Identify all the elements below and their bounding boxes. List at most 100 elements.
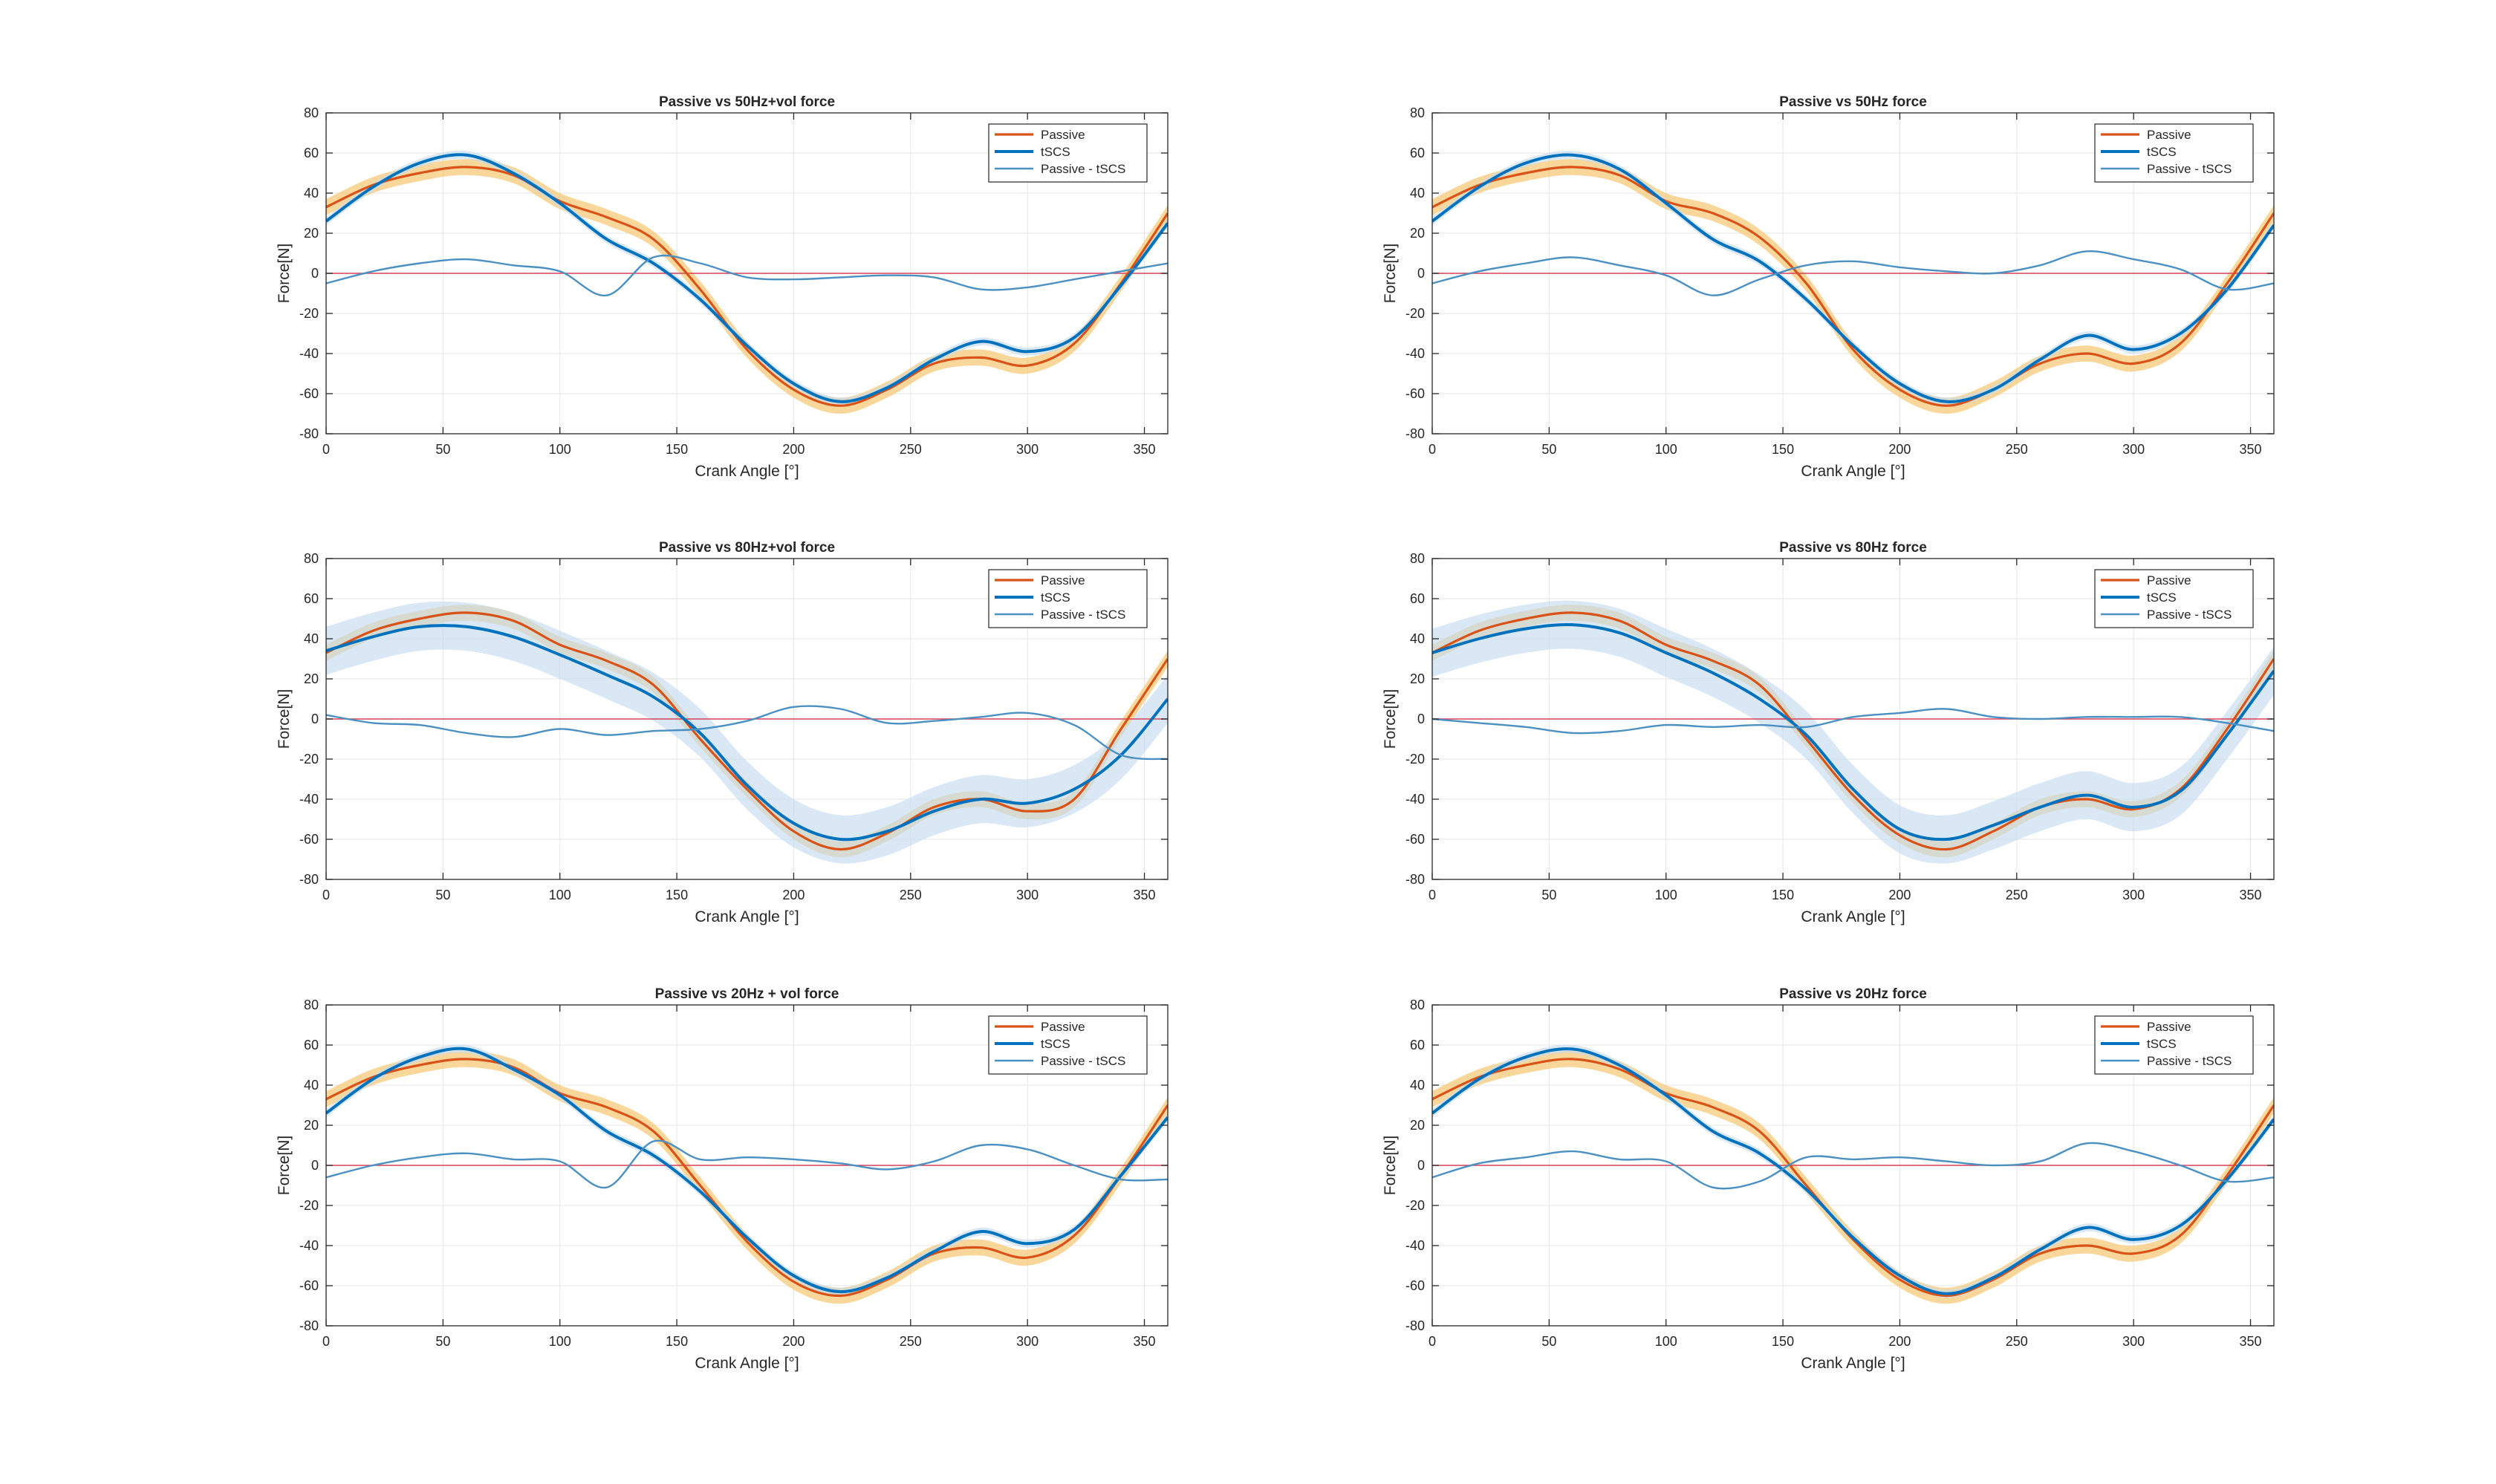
y-axis-label: Force[N] — [276, 1136, 293, 1196]
x-tick-label: 200 — [1888, 888, 1911, 902]
y-tick-label: -40 — [1405, 1238, 1425, 1253]
y-tick-label: -40 — [1405, 346, 1425, 361]
chart-title: Passive vs 80Hz+vol force — [659, 540, 835, 556]
x-tick-label: 300 — [1016, 1334, 1039, 1349]
series-line — [326, 705, 1168, 761]
legend-entry: Passive — [1041, 1020, 1085, 1034]
y-tick-label: 40 — [1410, 631, 1425, 646]
x-tick-label: 250 — [2006, 1334, 2028, 1349]
x-tick-label: 50 — [435, 442, 450, 457]
series-band — [1432, 1050, 2274, 1304]
x-tick-label: 150 — [1772, 888, 1794, 902]
legend-entry: tSCS — [2147, 590, 2177, 605]
x-tick-label: 50 — [435, 1334, 450, 1349]
y-tick-label: 60 — [304, 1038, 319, 1052]
plot-content — [326, 150, 1168, 414]
x-tick-label: 50 — [1541, 1334, 1556, 1349]
y-tick-label: 80 — [304, 105, 319, 120]
x-tick-label: 100 — [549, 1334, 571, 1349]
legend-entry: tSCS — [1041, 590, 1070, 605]
x-tick-label: 150 — [1772, 442, 1794, 457]
chart-title: Passive vs 50Hz+vol force — [659, 94, 835, 110]
plot-content — [1432, 151, 2274, 414]
plot-content — [1432, 1044, 2274, 1304]
x-tick-label: 250 — [900, 1334, 922, 1349]
x-tick-label: 0 — [1429, 442, 1436, 457]
y-tick-label: -20 — [1405, 752, 1425, 767]
legend-entry: Passive - tSCS — [1041, 608, 1125, 622]
y-tick-label: -60 — [299, 386, 319, 401]
plot-content — [326, 601, 1168, 864]
x-tick-label: 100 — [549, 442, 571, 457]
series-line — [1432, 166, 2274, 407]
legend: Passive tSCS Passive - tSCS — [988, 1015, 1148, 1075]
chart-panel: 0 50 100 150 200 250 300 350 -80 -60 -40 -20 0 20 40 60… — [1382, 94, 2275, 480]
x-axis-label: Crank Angle [°] — [695, 1355, 799, 1372]
y-tick-label: -20 — [1405, 1198, 1425, 1213]
x-tick-label: 150 — [1772, 1334, 1794, 1349]
x-tick-label: 150 — [666, 442, 688, 457]
y-tick-label: -80 — [1405, 872, 1425, 887]
x-tick-label: 0 — [322, 888, 330, 902]
y-tick-label: 80 — [1410, 551, 1425, 566]
y-tick-label: 20 — [304, 671, 319, 686]
legend-entry: Passive - tSCS — [2147, 1054, 2232, 1068]
x-tick-label: 250 — [900, 442, 922, 457]
x-tick-label: 100 — [1655, 442, 1677, 457]
x-axis-label: Crank Angle [°] — [1801, 1355, 1905, 1372]
y-tick-label: -60 — [299, 1278, 319, 1293]
legend-entry: Passive — [1041, 128, 1085, 142]
plot-content — [1432, 600, 2274, 864]
chart-title: Passive vs 80Hz force — [1779, 540, 1927, 556]
series-line — [326, 1047, 1168, 1294]
y-tick-label: -20 — [1405, 306, 1425, 321]
y-tick-label: 20 — [1410, 671, 1425, 686]
y-tick-label: -40 — [299, 1238, 319, 1253]
legend: Passive tSCS Passive - tSCS — [2094, 123, 2254, 183]
series-line — [326, 1139, 1168, 1189]
series-line — [1432, 708, 2274, 735]
y-tick-label: 0 — [311, 1158, 319, 1173]
y-tick-label: 0 — [311, 712, 319, 726]
x-tick-label: 350 — [1134, 1334, 1156, 1349]
series-line — [326, 254, 1168, 296]
y-axis-label: Force[N] — [1382, 1136, 1399, 1196]
y-tick-label: -80 — [299, 426, 319, 441]
series-line — [326, 624, 1168, 842]
chart-panel: 0 50 100 150 200 250 300 350 -80 -60 -40 -20 0 20 40 60… — [1382, 540, 2275, 925]
y-tick-label: -80 — [299, 872, 319, 887]
chart-panel: 0 50 100 150 200 250 300 350 -80 -60 -40 -20 0 20 40 60… — [276, 986, 1169, 1372]
x-tick-label: 100 — [1655, 1334, 1677, 1349]
chart-panel: 0 50 100 150 200 250 300 350 -80 -60 -40 -20 0 20 40 60… — [276, 94, 1169, 480]
y-tick-label: 80 — [304, 551, 319, 566]
chart-panel: 0 50 100 150 200 250 300 350 -80 -60 -40 -20 0 20 40 60… — [1382, 986, 2275, 1372]
series-band — [1432, 600, 2274, 864]
chart-title: Passive vs 20Hz force — [1779, 986, 1927, 1002]
legend-entry: Passive — [1041, 573, 1085, 588]
y-tick-label: -60 — [1405, 1278, 1425, 1293]
y-tick-label: 40 — [304, 186, 319, 201]
x-tick-label: 0 — [1429, 888, 1436, 902]
x-axis-label: Crank Angle [°] — [695, 908, 799, 925]
series-line — [1432, 153, 2274, 403]
x-tick-label: 50 — [435, 888, 450, 902]
y-tick-label: 20 — [1410, 226, 1425, 241]
series-line — [1432, 1047, 2274, 1295]
y-tick-label: -60 — [299, 832, 319, 847]
x-tick-label: 350 — [2240, 1334, 2262, 1349]
legend-entry: Passive - tSCS — [1041, 1054, 1125, 1068]
y-tick-label: 60 — [1410, 146, 1425, 160]
y-tick-label: 80 — [1410, 998, 1425, 1012]
y-axis-label: Force[N] — [276, 689, 293, 749]
y-tick-label: 80 — [1410, 105, 1425, 120]
y-tick-label: 40 — [1410, 1078, 1425, 1093]
x-tick-label: 200 — [782, 888, 805, 902]
x-axis-label: Crank Angle [°] — [695, 463, 799, 480]
x-tick-label: 0 — [322, 442, 330, 457]
legend-entry: tSCS — [1041, 145, 1070, 159]
y-tick-label: 40 — [304, 1078, 319, 1093]
plot-content — [326, 1044, 1168, 1304]
legend: Passive tSCS Passive - tSCS — [988, 123, 1148, 183]
x-tick-label: 200 — [782, 442, 805, 457]
x-tick-label: 200 — [1888, 442, 1911, 457]
